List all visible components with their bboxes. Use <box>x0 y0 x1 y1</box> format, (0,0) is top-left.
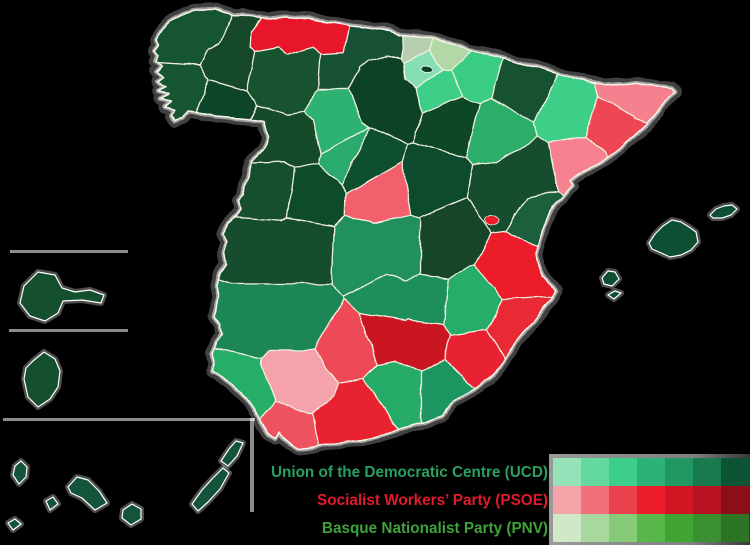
svg-text:Socialist Workers’ Party (PSOE: Socialist Workers’ Party (PSOE) <box>317 492 548 509</box>
svg-text:Basque Nationalist Party (PNV): Basque Nationalist Party (PNV) <box>322 520 548 537</box>
svg-text:Union of the Democratic Centre: Union of the Democratic Centre (UCD) <box>271 464 548 481</box>
